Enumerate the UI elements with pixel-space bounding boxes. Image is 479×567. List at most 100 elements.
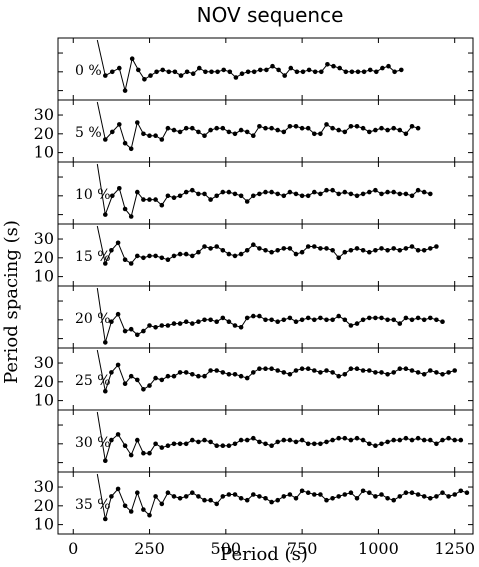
data-point xyxy=(183,441,189,447)
data-point xyxy=(299,488,305,494)
series-lead-line xyxy=(96,39,106,76)
data-point xyxy=(117,65,122,71)
y-tick-label: 10 xyxy=(34,143,54,162)
data-point xyxy=(360,125,366,131)
panel-frame xyxy=(57,99,474,163)
data-point xyxy=(330,437,335,443)
data-point xyxy=(348,437,354,443)
data-point xyxy=(275,368,281,373)
data-point xyxy=(196,494,201,499)
data-point xyxy=(214,244,219,249)
series-lead-line xyxy=(96,287,106,343)
series-lead-line xyxy=(96,163,106,215)
data-point xyxy=(220,494,226,499)
data-point xyxy=(373,370,378,375)
panel: 30 % xyxy=(57,409,474,473)
data-point xyxy=(342,129,348,135)
data-point xyxy=(190,71,196,76)
data-point xyxy=(153,133,158,138)
y-tick-label: 20 xyxy=(34,372,54,391)
data-point xyxy=(281,370,287,375)
data-point xyxy=(324,497,329,503)
data-point xyxy=(263,317,268,323)
data-point xyxy=(299,249,305,255)
data-point xyxy=(165,490,171,496)
data-point xyxy=(226,443,232,449)
data-point xyxy=(208,368,213,373)
data-point xyxy=(166,69,172,75)
data-point xyxy=(306,67,312,73)
data-point xyxy=(415,187,421,193)
data-point xyxy=(421,372,427,377)
data-point xyxy=(208,497,213,503)
y-tick-label: 30 xyxy=(34,229,54,248)
data-point xyxy=(202,133,207,138)
data-point xyxy=(331,63,336,69)
data-point xyxy=(177,321,183,326)
panel: 20 % xyxy=(57,285,474,349)
data-point xyxy=(220,125,226,131)
data-point xyxy=(202,373,207,379)
data-point xyxy=(128,452,134,458)
data-point xyxy=(367,189,372,195)
data-point xyxy=(428,496,433,501)
data-point xyxy=(293,368,299,373)
data-point xyxy=(257,191,262,197)
data-point xyxy=(221,67,226,73)
data-point xyxy=(379,246,384,251)
data-point xyxy=(263,248,268,253)
data-point xyxy=(177,441,183,447)
data-point xyxy=(305,366,311,372)
data-point xyxy=(165,193,171,199)
data-point xyxy=(232,191,238,197)
data-point xyxy=(342,372,348,377)
data-point xyxy=(109,370,114,375)
data-point xyxy=(238,251,244,257)
data-point xyxy=(397,366,403,372)
data-point xyxy=(348,366,354,372)
data-point xyxy=(397,494,403,499)
data-point xyxy=(385,372,390,377)
data-point xyxy=(281,246,287,251)
data-point xyxy=(409,368,415,373)
data-point xyxy=(141,131,146,137)
data-point xyxy=(293,124,299,129)
data-point xyxy=(354,321,360,326)
panel: 10 % xyxy=(57,161,474,225)
data-point xyxy=(305,490,311,496)
data-point xyxy=(202,244,207,249)
data-point xyxy=(336,373,342,379)
data-point xyxy=(312,492,317,497)
data-point xyxy=(397,321,403,326)
data-point xyxy=(360,248,366,253)
data-point xyxy=(135,253,140,259)
data-point xyxy=(115,240,121,246)
data-point xyxy=(171,441,177,447)
panel-label: 35 % xyxy=(75,497,111,513)
data-point xyxy=(354,193,360,199)
data-point xyxy=(270,63,275,69)
data-point xyxy=(348,124,354,129)
data-point xyxy=(141,507,146,512)
data-point xyxy=(434,244,439,249)
data-point xyxy=(342,492,348,497)
data-point xyxy=(367,490,372,496)
data-point xyxy=(257,439,262,445)
data-point xyxy=(392,69,397,75)
data-point xyxy=(244,375,250,381)
data-point xyxy=(342,317,348,323)
data-point xyxy=(312,189,317,195)
data-point xyxy=(190,321,195,326)
data-point xyxy=(115,311,121,317)
data-point xyxy=(379,441,384,447)
data-point xyxy=(244,248,250,253)
data-point xyxy=(324,439,329,445)
data-point xyxy=(214,193,219,199)
data-point xyxy=(325,62,330,67)
data-point xyxy=(330,187,335,193)
data-point xyxy=(244,437,250,443)
data-point xyxy=(117,186,122,191)
data-point xyxy=(171,494,177,499)
